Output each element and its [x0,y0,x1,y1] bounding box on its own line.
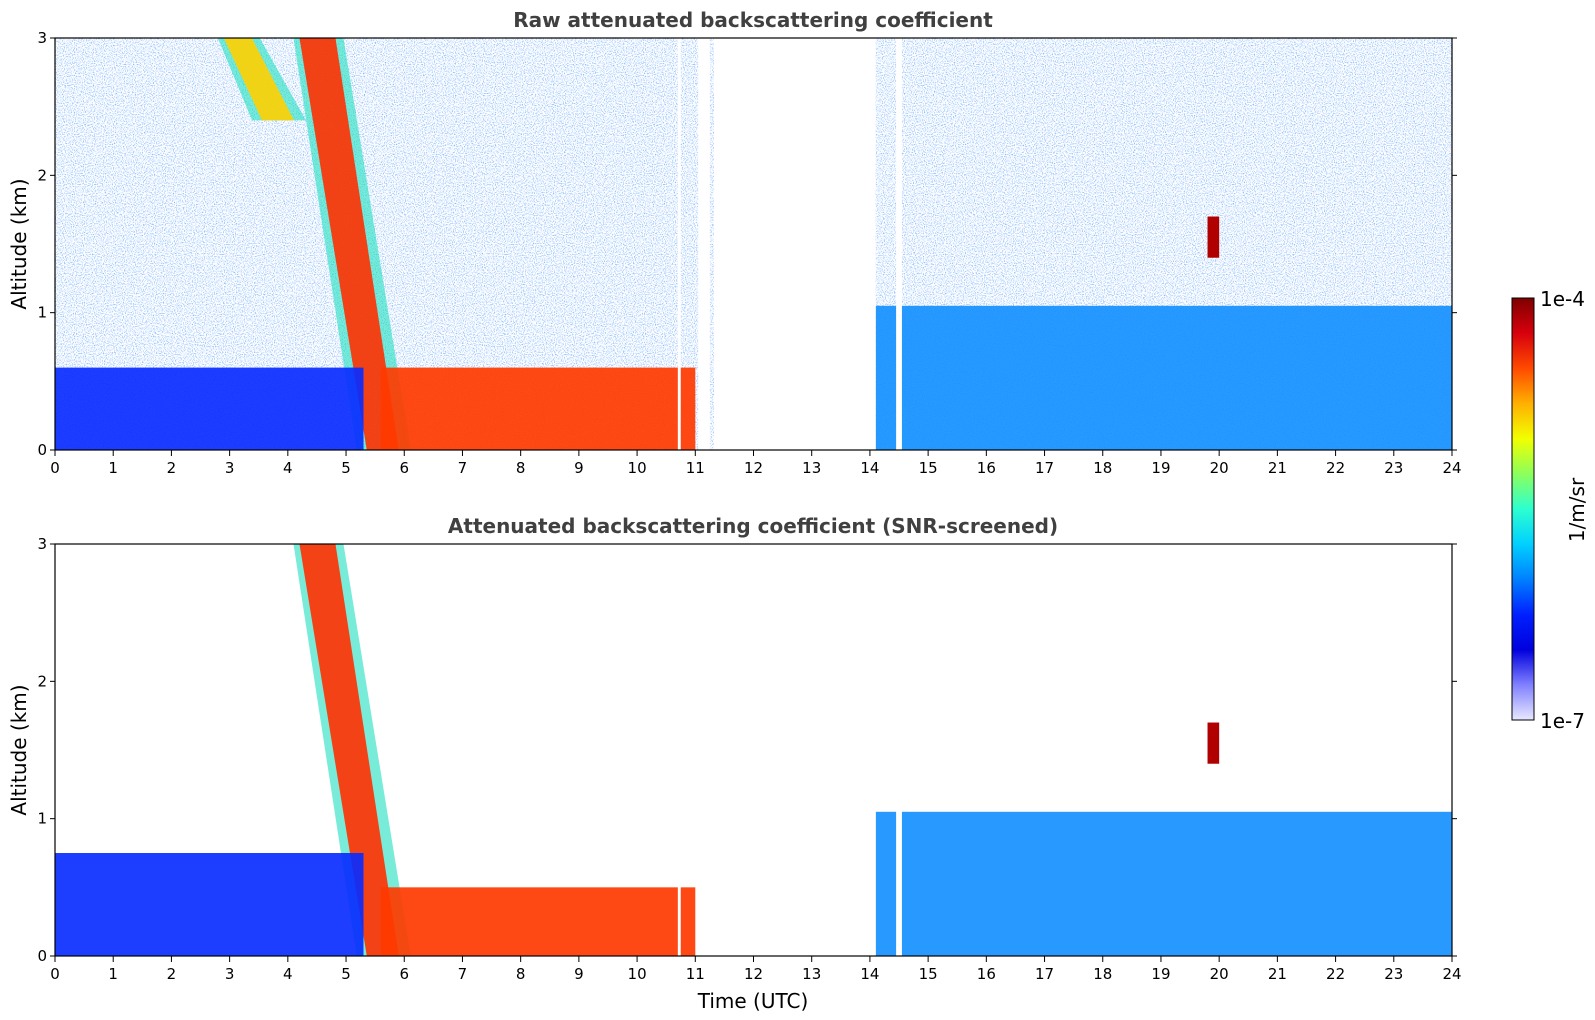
x-tick-label: 13 [802,459,821,477]
colorbar: 1e-4 1e-7 1/m/sr [1511,287,1589,733]
x-tick-label: 5 [341,459,351,477]
panel-snr-screened: Attenuated backscattering coefficient (S… [7,514,1462,1013]
data-gap [896,544,902,956]
colorbar-min-label: 1e-7 [1540,709,1585,733]
x-tick-label: 7 [458,459,468,477]
x-axis: 0 1 2 3 4 5 6 7 8 9 10 11 12 13 14 15 16 17 18 19 20 21 22 23 24 [50,450,1462,477]
x-tick-label: 19 [1151,965,1170,983]
data-gap [677,38,681,450]
x-tick-label: 23 [1384,965,1403,983]
data-gap [713,38,876,450]
x-tick-label: 6 [399,459,409,477]
x-tick-label: 12 [744,965,763,983]
y-axis: 0 1 2 3 [37,535,1457,965]
x-tick-label: 14 [860,459,879,477]
x-tick-label: 19 [1151,459,1170,477]
boundary-layer [380,887,696,956]
x-tick-label: 2 [167,459,177,477]
y-tick-label: 0 [37,441,47,459]
boundary-layer [55,367,364,450]
y-tick-label: 2 [37,672,47,690]
x-tick-label: 4 [283,459,293,477]
heatmap-field [55,544,1452,956]
y-tick-label: 3 [37,29,47,47]
x-tick-label: 2 [167,965,177,983]
x-tick-label: 7 [458,965,468,983]
data-gap [677,544,681,956]
colorbar-max-label: 1e-4 [1540,287,1585,311]
colorbar-scale [1511,297,1535,721]
x-tick-label: 1 [108,459,118,477]
panel-title: Raw attenuated backscattering coefficien… [513,8,993,32]
x-tick-label: 12 [744,459,763,477]
x-tick-label: 16 [977,459,996,477]
heatmap-area [55,38,1452,450]
x-tick-label: 9 [574,459,584,477]
boundary-layer [380,367,696,450]
x-tick-label: 23 [1384,459,1403,477]
data-gap [698,544,710,956]
x-tick-label: 4 [283,965,293,983]
x-tick-label: 11 [686,965,705,983]
x-tick-label: 16 [977,965,996,983]
y-tick-label: 2 [37,166,47,184]
x-tick-label: 8 [516,965,526,983]
x-tick-label: 17 [1035,459,1054,477]
x-tick-label: 1 [108,965,118,983]
panel-raw: Raw attenuated backscattering coefficien… [7,8,1462,477]
x-tick-label: 18 [1093,459,1112,477]
x-tick-label: 15 [919,459,938,477]
x-axis: 0 1 2 3 4 5 6 7 8 9 10 11 12 13 14 15 16 17 18 19 20 21 22 23 24 [50,956,1462,983]
x-tick-label: 9 [574,965,584,983]
x-tick-label: 10 [628,459,647,477]
x-tick-label: 22 [1326,459,1345,477]
y-tick-label: 0 [37,947,47,965]
heatmap-area [55,544,1452,956]
cloud [1207,722,1220,764]
x-tick-label: 3 [225,459,235,477]
cloud [1207,216,1220,258]
y-axis-label: Altitude (km) [7,684,31,815]
boundary-layer [55,853,364,956]
data-gap [713,544,876,956]
y-axis-label: Altitude (km) [7,178,31,309]
boundary-layer [875,811,1452,956]
x-tick-label: 21 [1268,965,1287,983]
fall-streak [223,38,295,121]
x-tick-label: 24 [1442,965,1461,983]
x-tick-label: 20 [1210,965,1229,983]
x-tick-label: 21 [1268,459,1287,477]
x-axis-label: Time (UTC) [697,989,809,1013]
x-tick-label: 13 [802,965,821,983]
x-tick-label: 17 [1035,965,1054,983]
falling-cloud-streak [299,544,399,956]
y-tick-label: 1 [37,304,47,322]
x-tick-label: 14 [860,965,879,983]
x-tick-label: 8 [516,459,526,477]
x-tick-label: 20 [1210,459,1229,477]
boundary-layer [875,305,1452,450]
x-tick-label: 0 [50,459,60,477]
data-gap [896,38,902,450]
y-tick-label: 3 [37,535,47,553]
x-tick-label: 10 [628,965,647,983]
y-axis: 0 1 2 3 [37,29,1457,459]
x-tick-label: 5 [341,965,351,983]
data-gap [698,38,710,450]
x-tick-label: 3 [225,965,235,983]
x-tick-label: 24 [1442,459,1461,477]
x-tick-label: 0 [50,965,60,983]
heatmap-field [55,38,1452,450]
x-tick-label: 11 [686,459,705,477]
colorbar-unit-label: 1/m/sr [1565,477,1589,542]
x-tick-label: 22 [1326,965,1345,983]
y-tick-label: 1 [37,810,47,828]
falling-cloud-streak [299,38,399,450]
x-tick-label: 18 [1093,965,1112,983]
x-tick-label: 15 [919,965,938,983]
panel-title: Attenuated backscattering coefficient (S… [448,514,1058,538]
x-tick-label: 6 [399,965,409,983]
